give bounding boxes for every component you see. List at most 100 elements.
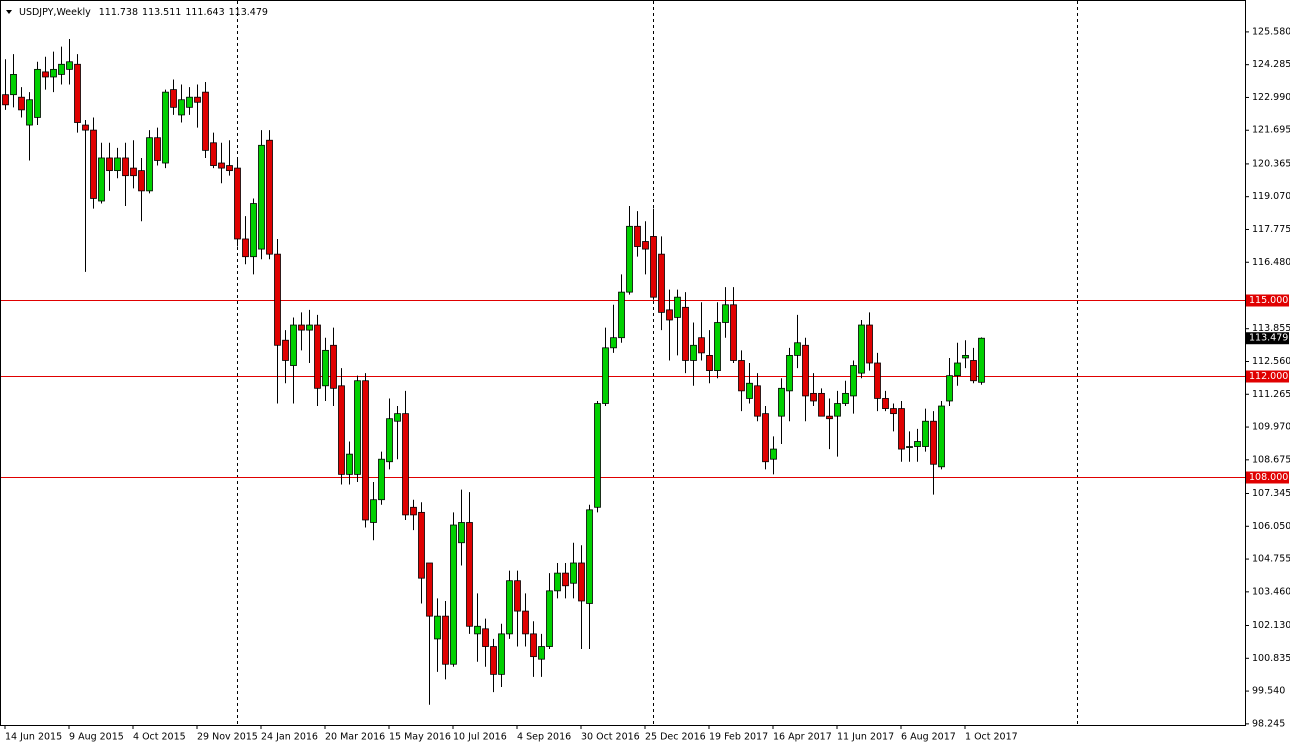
header-high: 113.511 xyxy=(142,7,181,18)
candle-body xyxy=(602,347,609,404)
candle-body xyxy=(842,392,849,404)
header-low: 111.643 xyxy=(185,7,224,18)
candle-body xyxy=(210,142,217,166)
x-tick-label: 10 Jul 2016 xyxy=(453,732,507,743)
candle-body xyxy=(522,610,529,635)
candle-body xyxy=(698,337,705,354)
candle-body xyxy=(762,413,769,463)
y-tick-label: 103.460 xyxy=(1252,586,1290,597)
header-close: 113.479 xyxy=(229,7,268,18)
plot-frame xyxy=(0,0,1246,726)
candle-body xyxy=(386,418,393,463)
y-tick-label: 100.835 xyxy=(1252,653,1290,664)
y-tick-label: 117.775 xyxy=(1252,224,1290,235)
x-tick-label: 15 May 2016 xyxy=(389,732,451,743)
candle-body xyxy=(330,344,337,389)
candle-body xyxy=(930,420,937,465)
candle-body xyxy=(130,167,137,177)
candle-body xyxy=(306,324,313,331)
candle-body xyxy=(826,415,833,420)
candle-body xyxy=(410,506,417,516)
candle-body xyxy=(906,446,913,448)
header-open: 111.738 xyxy=(99,7,138,18)
candle-body xyxy=(778,387,785,417)
candle-body xyxy=(882,398,889,409)
candle-body xyxy=(466,522,473,627)
header: USDJPY,Weekly 111.738 113.511 111.643 113.47… xyxy=(19,7,268,18)
candle-body xyxy=(258,144,265,250)
candle-body xyxy=(162,91,169,164)
candle-body xyxy=(898,408,905,450)
candle-body xyxy=(34,68,41,118)
candle-body xyxy=(706,355,713,372)
candle-body xyxy=(242,238,249,258)
candle-body xyxy=(538,646,545,660)
candle-body xyxy=(610,337,617,349)
x-tick-label: 24 Jan 2016 xyxy=(261,732,318,743)
candle-body xyxy=(746,382,753,399)
candle-body xyxy=(970,360,977,382)
candle-body xyxy=(90,129,97,199)
candle-body xyxy=(10,74,17,96)
candle-body xyxy=(66,61,73,70)
menu-arrow[interactable] xyxy=(6,10,12,14)
candle-body xyxy=(634,225,641,247)
candle-body xyxy=(850,365,857,397)
candle-body xyxy=(802,344,809,397)
candle-body xyxy=(666,309,673,321)
candle-body xyxy=(530,633,537,658)
candle-body xyxy=(834,403,841,417)
candle-body xyxy=(442,615,449,665)
level-label: 115.000 xyxy=(1249,295,1288,306)
last-price-label: 113.479 xyxy=(1249,333,1288,344)
candle-body xyxy=(146,137,153,192)
x-tick-label: 25 Dec 2016 xyxy=(645,732,706,743)
y-tick-label: 120.365 xyxy=(1252,158,1290,169)
candle-body xyxy=(138,170,145,192)
candle-body xyxy=(26,99,33,126)
level-label-box xyxy=(1246,370,1289,383)
candle-body xyxy=(938,405,945,468)
candle-body xyxy=(426,562,433,617)
candle-body xyxy=(914,441,921,447)
candle-body xyxy=(658,253,665,313)
symbol: USDJPY,Weekly xyxy=(19,7,91,18)
candle-body xyxy=(378,458,385,501)
y-tick-label: 102.130 xyxy=(1252,620,1290,631)
x-tick-label: 4 Oct 2015 xyxy=(133,732,186,743)
candle-body xyxy=(482,628,489,647)
candle-body xyxy=(498,633,505,675)
candle-body xyxy=(346,453,353,475)
candle-body xyxy=(594,403,601,508)
y-tick-label: 112.560 xyxy=(1252,356,1290,367)
y-tick-label: 111.265 xyxy=(1252,389,1290,400)
candle-body xyxy=(202,91,209,151)
candle-body xyxy=(818,392,825,417)
x-tick-label: 19 Feb 2017 xyxy=(709,732,768,743)
x-tick-label: 14 Jun 2015 xyxy=(5,732,62,743)
candle-body xyxy=(58,63,65,75)
candle-body xyxy=(506,580,513,635)
candle-body xyxy=(282,339,289,361)
candle-body xyxy=(354,380,361,475)
candle-body xyxy=(418,511,425,579)
candle-body xyxy=(250,203,257,258)
candle-body xyxy=(754,385,761,417)
candle-body xyxy=(554,572,561,592)
y-tick-label: 113.855 xyxy=(1252,323,1290,334)
candle-body xyxy=(546,590,553,647)
x-tick-label: 9 Aug 2015 xyxy=(69,732,124,743)
level-label-box xyxy=(1246,471,1289,484)
last-price-box xyxy=(1246,332,1289,345)
x-tick-label: 11 Jun 2017 xyxy=(837,732,894,743)
candle-body xyxy=(402,413,409,516)
candle-body xyxy=(642,241,649,250)
x-tick-label: 4 Sep 2016 xyxy=(517,732,571,743)
candle-body xyxy=(794,342,801,356)
y-tick-label: 119.070 xyxy=(1252,191,1290,202)
x-tick-label: 29 Nov 2015 xyxy=(197,732,258,743)
candle-body xyxy=(450,524,457,665)
candle-body xyxy=(890,408,897,415)
